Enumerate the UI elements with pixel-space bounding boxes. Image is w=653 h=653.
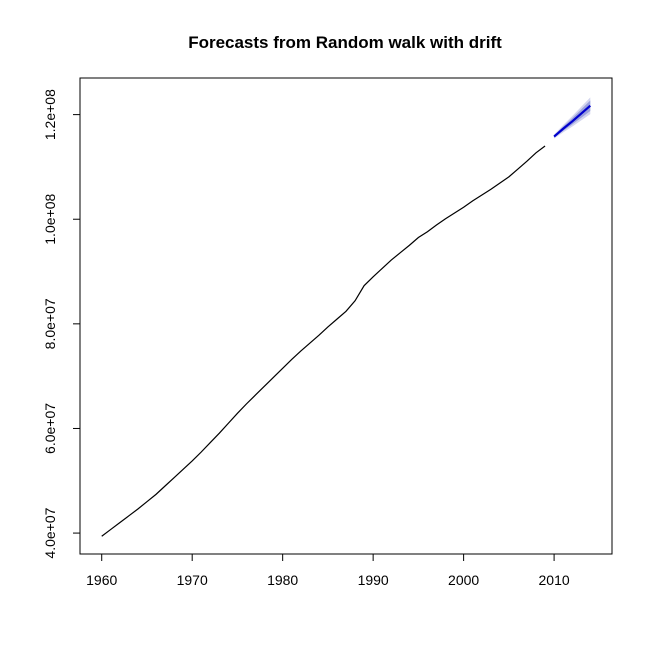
x-tick-label: 1990 xyxy=(358,572,389,588)
history-series-line xyxy=(101,145,546,537)
series-lines xyxy=(101,104,592,537)
chart-title: Forecasts from Random walk with drift xyxy=(188,33,502,52)
x-tick-label: 2000 xyxy=(448,572,479,588)
y-axis: 4.0e+07 6.0e+07 8.0e+07 1.0e+08 1.2e+08 xyxy=(42,89,81,559)
forecast-series-line xyxy=(553,104,592,138)
y-tick-label: 1.0e+08 xyxy=(42,194,58,245)
x-tick-label: 1960 xyxy=(86,572,117,588)
y-tick-label: 1.2e+08 xyxy=(42,89,58,140)
y-tick-label: 8.0e+07 xyxy=(42,298,58,349)
plot-box xyxy=(79,77,613,555)
x-tick-label: 1980 xyxy=(267,572,298,588)
x-tick-label: 2010 xyxy=(539,572,570,588)
x-axis: 1960 1970 1980 1990 2000 2010 xyxy=(86,553,570,588)
y-tick-label: 4.0e+07 xyxy=(42,507,58,558)
x-tick-label: 1970 xyxy=(177,572,208,588)
y-tick-label: 6.0e+07 xyxy=(42,403,58,454)
